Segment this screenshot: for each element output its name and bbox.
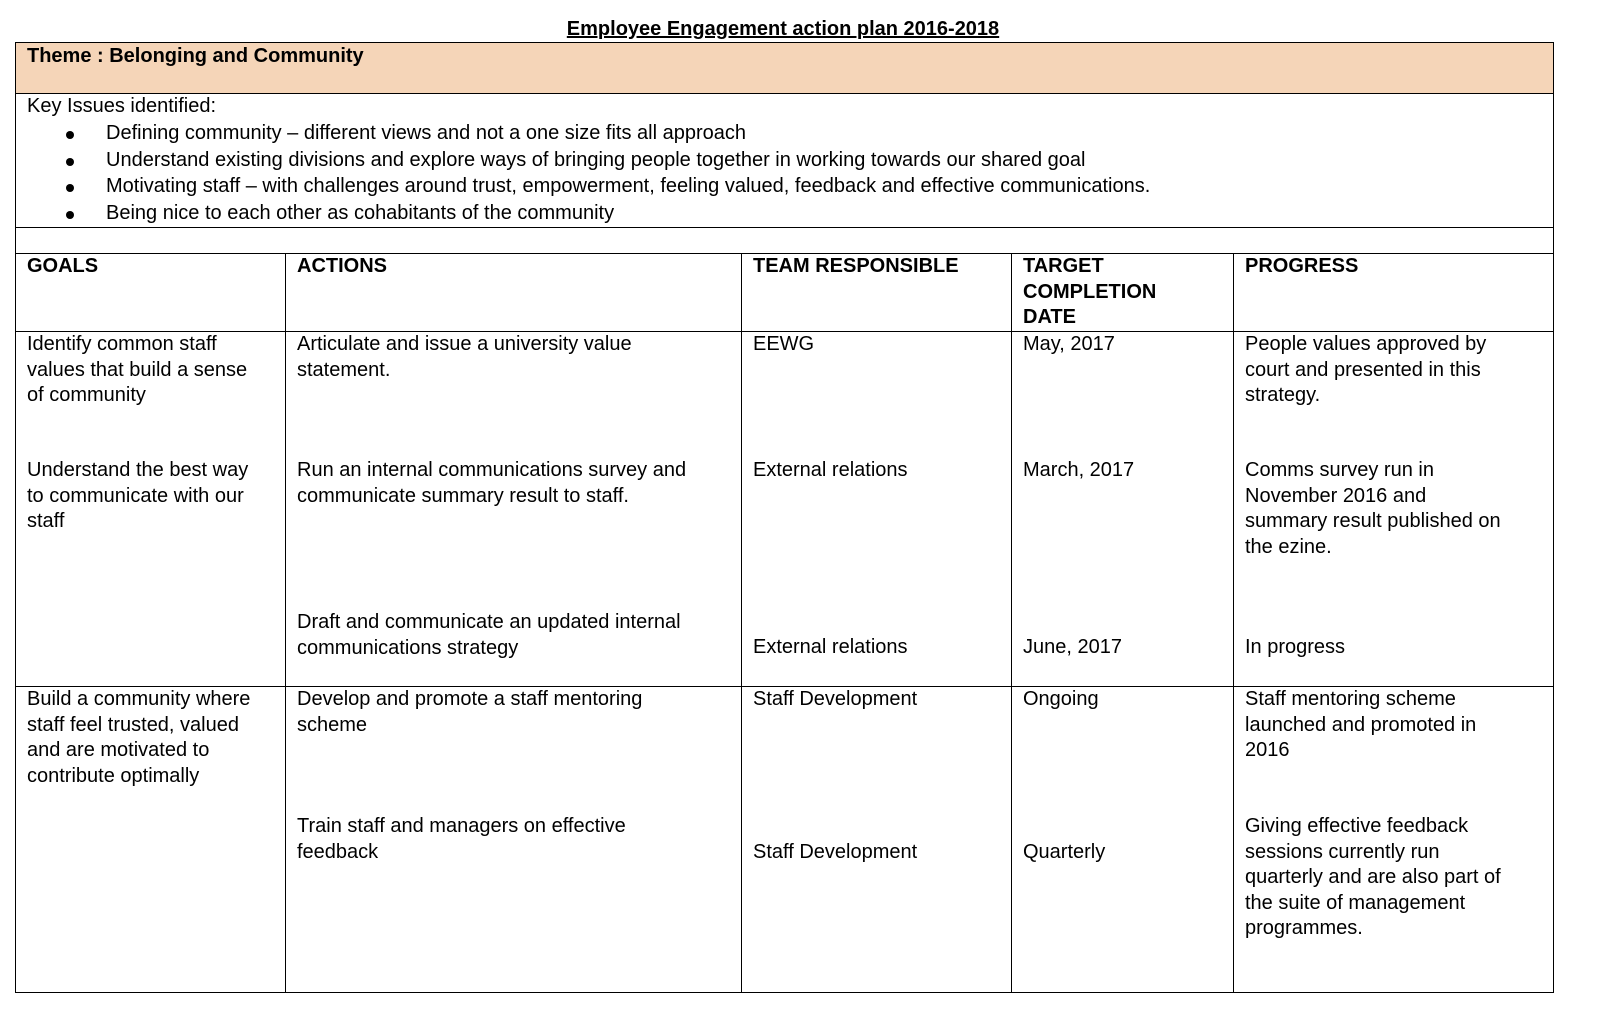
progress-cell: Staff mentoring scheme launched and prom… (1245, 688, 1477, 761)
divider (15, 331, 1553, 332)
divider (1553, 42, 1554, 993)
bullet-icon (66, 158, 74, 166)
date-cell: Ongoing (1023, 688, 1099, 710)
bullet-icon (66, 131, 74, 139)
bullet-icon (66, 184, 74, 192)
divider (741, 253, 742, 993)
key-issue-item: Defining community – different views and… (106, 122, 746, 144)
goal-cell: Understand the best way to communicate w… (27, 459, 249, 532)
progress-cell: Comms survey run in November 2016 and su… (1245, 459, 1501, 558)
goal-cell: Identify common staff values that build … (27, 333, 248, 406)
action-cell: Draft and communicate an updated interna… (297, 611, 681, 659)
header-goals: GOALS (27, 255, 99, 277)
header-date: TARGET COMPLETION DATE (1023, 255, 1157, 328)
divider (15, 253, 1553, 254)
progress-cell: In progress (1245, 636, 1346, 658)
header-actions: ACTIONS (297, 255, 387, 277)
action-cell: Train staff and managers on effective fe… (297, 815, 626, 863)
divider (15, 992, 1553, 993)
team-cell: Staff Development (753, 688, 918, 710)
divider (1011, 253, 1012, 993)
theme-row (15, 42, 1553, 93)
bullet-icon (66, 211, 74, 219)
theme-heading: Theme : Belonging and Community (27, 45, 364, 67)
team-cell: External relations (753, 459, 908, 481)
key-issue-item: Understand existing divisions and explor… (106, 149, 1086, 171)
action-cell: Articulate and issue a university value … (297, 333, 632, 381)
document-title: Employee Engagement action plan 2016-201… (566, 18, 1000, 40)
divider (15, 42, 16, 993)
team-cell: EEWG (753, 333, 815, 355)
key-issue-item: Motivating staff – with challenges aroun… (106, 175, 1151, 197)
date-cell: May, 2017 (1023, 333, 1115, 355)
team-cell: Staff Development (753, 841, 918, 863)
header-progress: PROGRESS (1245, 255, 1359, 277)
date-cell: June, 2017 (1023, 636, 1122, 658)
date-cell: Quarterly (1023, 841, 1106, 863)
divider (15, 42, 1553, 43)
header-team: TEAM RESPONSIBLE (753, 255, 959, 277)
divider (285, 253, 286, 993)
key-issues-label: Key Issues identified: (27, 95, 216, 117)
divider (15, 227, 1553, 228)
divider (15, 686, 1553, 687)
goal-cell: Build a community where staff feel trust… (27, 688, 251, 787)
divider (1233, 253, 1234, 993)
date-cell: March, 2017 (1023, 459, 1135, 481)
divider (15, 93, 1553, 94)
progress-cell: Giving effective feedback sessions curre… (1245, 815, 1501, 939)
action-cell: Develop and promote a staff mentoring sc… (297, 688, 643, 736)
action-cell: Run an internal communications survey an… (297, 459, 687, 507)
key-issue-item: Being nice to each other as cohabitants … (106, 202, 615, 224)
team-cell: External relations (753, 636, 908, 658)
progress-cell: People values approved by court and pres… (1245, 333, 1487, 406)
